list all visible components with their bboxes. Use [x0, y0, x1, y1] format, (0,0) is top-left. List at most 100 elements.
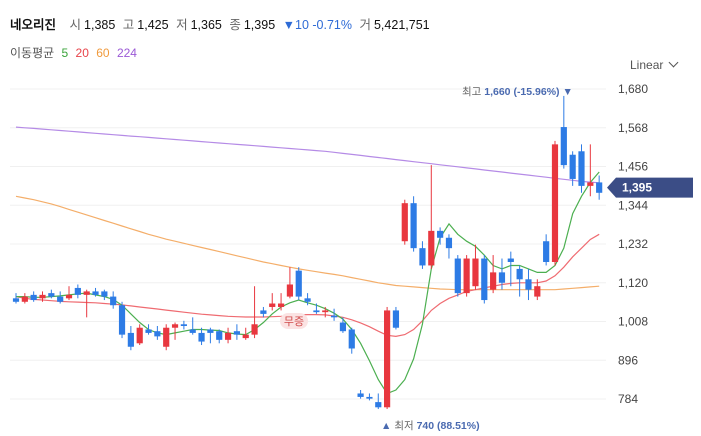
candle-body — [366, 396, 373, 399]
ma-legend: 이동평균 5 20 60 224 — [10, 44, 141, 61]
ma-224[interactable]: 224 — [116, 46, 137, 60]
y-tick-label: 1,680 — [618, 82, 648, 96]
candle-body — [48, 293, 55, 297]
low-label: 저 — [176, 18, 188, 32]
y-tick-label: 1,456 — [618, 160, 648, 174]
candle-body — [454, 258, 461, 294]
open-value: 1,385 — [84, 18, 116, 32]
candle-body — [348, 329, 355, 349]
ma-legend-label: 이동평균 — [10, 46, 55, 60]
low-value: 1,365 — [190, 18, 222, 32]
y-tick-label: 1,568 — [618, 121, 648, 135]
volume-value: 5,421,751 — [373, 18, 430, 32]
candle-body — [30, 294, 37, 301]
candle-body — [304, 298, 311, 302]
high-value: 1,425 — [137, 18, 169, 32]
candle-body — [269, 303, 276, 307]
price-header: 네오리진 시 1,385 고 1,425 저 1,365 종 1,395 ▼10 -0.… — [10, 14, 430, 33]
candle-body — [525, 279, 532, 290]
ma224-line — [15, 126, 600, 184]
candle-body — [543, 241, 550, 262]
candle-body — [74, 287, 81, 295]
candle-body — [578, 151, 585, 186]
ma60-line — [15, 195, 600, 291]
candle-body — [127, 332, 134, 347]
candle-body — [110, 296, 117, 306]
y-tick-label: 1,344 — [618, 198, 648, 212]
ma-5[interactable]: 5 — [61, 46, 69, 60]
low-annotation: ▲ 최저 740 (88.51%) — [381, 420, 480, 432]
y-tick-label: 1,008 — [618, 315, 648, 329]
current-price-label: 1,395 — [622, 181, 652, 195]
candle-body — [295, 270, 302, 297]
candle-body — [507, 258, 514, 262]
candle-body — [375, 402, 382, 408]
candle-body — [339, 322, 347, 332]
candle-body — [136, 327, 143, 344]
candle-body — [251, 324, 258, 335]
candle-body — [313, 310, 320, 313]
candle-body — [410, 203, 417, 249]
candle-body — [92, 291, 99, 295]
candle-body — [189, 329, 196, 333]
ma-60[interactable]: 60 — [96, 46, 110, 60]
candle-body — [163, 327, 170, 347]
candle-body — [516, 268, 523, 280]
candle-body — [12, 298, 20, 302]
candle-body — [171, 324, 179, 328]
candle-body — [330, 315, 338, 318]
candle-body — [392, 310, 400, 328]
candle-body — [216, 331, 223, 340]
y-tick-label: 784 — [618, 392, 638, 406]
candle-body — [101, 291, 108, 297]
candle-body — [498, 272, 506, 283]
candle-body — [233, 331, 240, 335]
candle-body — [445, 237, 453, 249]
change-value: ▼10 -0.71% — [282, 18, 352, 32]
candle-body — [481, 258, 488, 301]
current-price-tag — [607, 177, 693, 198]
candle-body — [534, 286, 541, 297]
candle-body — [57, 296, 64, 302]
candle-body — [384, 310, 391, 408]
candle-body — [154, 331, 161, 337]
close-value: 1,395 — [243, 18, 276, 32]
candle-body — [39, 294, 46, 299]
candle-body — [463, 258, 470, 294]
candle-body — [587, 182, 594, 186]
y-tick-label: 1,120 — [618, 276, 648, 290]
volume-label: 거 — [359, 18, 371, 32]
stock-name: 네오리진 — [10, 18, 57, 32]
y-tick-label: 896 — [618, 353, 638, 367]
candle-body — [242, 334, 249, 339]
candle-body — [322, 310, 329, 313]
candle-body — [277, 303, 285, 307]
candle-body — [569, 154, 576, 179]
scale-label: Linear — [630, 58, 664, 72]
close-label: 종 — [229, 18, 241, 32]
candle-body — [596, 182, 603, 193]
candle-body — [83, 291, 90, 295]
scale-dropdown[interactable]: Linear — [630, 57, 679, 72]
candle-body — [357, 393, 364, 397]
candle-body — [437, 230, 444, 238]
badge-bg — [280, 313, 308, 329]
candle-body — [401, 203, 408, 242]
candle-body — [145, 329, 152, 333]
candle-body — [180, 324, 187, 326]
candle-body — [207, 329, 214, 333]
candle-body — [419, 248, 426, 266]
high-annotation: 최고 1,660 (-15.96%) ▼ — [462, 86, 573, 98]
y-tick-label: 1,232 — [618, 237, 648, 251]
candle-body — [118, 305, 126, 335]
open-label: 시 — [69, 18, 82, 32]
candle-body — [490, 272, 497, 290]
ma-20[interactable]: 20 — [75, 46, 89, 60]
candle-body — [260, 310, 267, 314]
candle-body — [286, 284, 294, 297]
candle-body — [472, 258, 479, 287]
candle-body — [428, 230, 435, 266]
candle-body — [551, 144, 559, 262]
high-label: 고 — [122, 18, 135, 32]
